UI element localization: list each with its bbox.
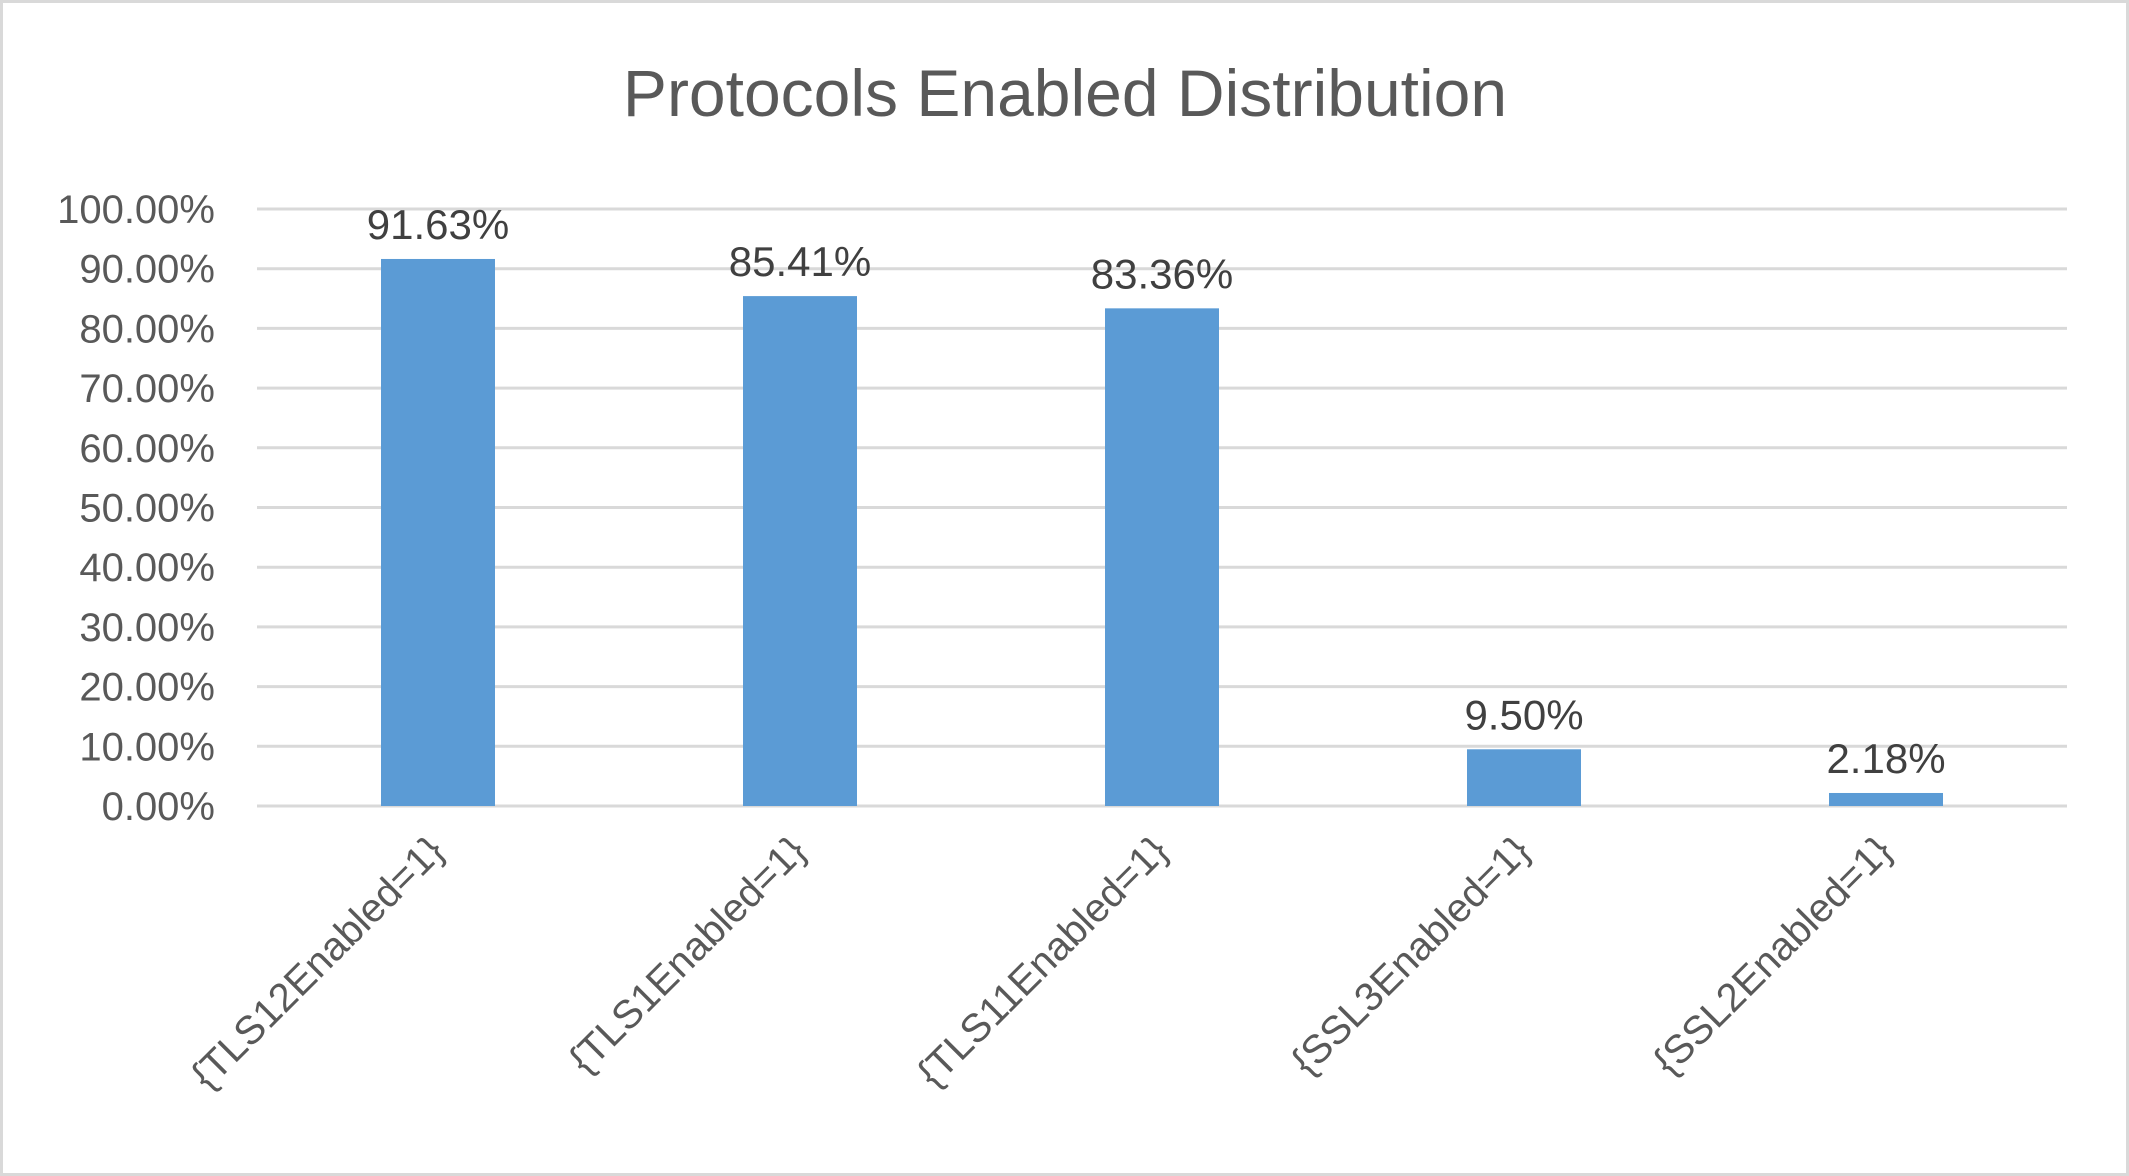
y-tick-label: 50.00% <box>79 487 215 531</box>
data-label: 91.63% <box>367 201 509 248</box>
bar <box>381 258 495 807</box>
category-label: {SSL3Enabled=1} <box>1283 828 1538 1083</box>
y-tick-label: 20.00% <box>79 666 215 710</box>
y-tick-label: 60.00% <box>79 427 215 471</box>
bars <box>381 258 1943 807</box>
bar <box>1467 749 1581 806</box>
y-tick-label: 100.00% <box>57 188 215 232</box>
category-label: {TLS12Enabled=1} <box>183 828 452 1097</box>
bar <box>743 296 857 806</box>
data-label: 85.41% <box>729 238 871 285</box>
category-label: {SSL2Enabled=1} <box>1645 828 1900 1083</box>
data-label: 9.50% <box>1464 691 1583 738</box>
bar <box>1829 792 1943 806</box>
y-tick-label: 10.00% <box>79 725 215 769</box>
bar-chart: Protocols Enabled Distribution 0.00% 10.0… <box>57 56 2067 1098</box>
data-label: 83.36% <box>1091 250 1233 297</box>
bar <box>1105 308 1219 806</box>
category-label: {TLS11Enabled=1} <box>909 828 1176 1095</box>
y-tick-label: 90.00% <box>79 248 215 292</box>
category-label: {TLS1Enabled=1} <box>561 828 815 1082</box>
data-label: 2.18% <box>1826 735 1945 782</box>
chart-title: Protocols Enabled Distribution <box>623 56 1507 130</box>
y-tick-label: 80.00% <box>79 307 215 351</box>
y-tick-label: 40.00% <box>79 546 215 590</box>
x-axis-category-labels: {TLS12Enabled=1} {TLS1Enabled=1} {TLS11Ena… <box>183 828 1900 1097</box>
y-axis-tick-labels: 0.00% 10.00% 20.00% 30.00% 40.00% 50.00% 60.00… <box>57 188 215 829</box>
data-labels: 91.63% 85.41% 83.36% 9.50% 2.18% <box>367 201 1946 782</box>
y-tick-label: 0.00% <box>102 785 215 829</box>
y-tick-label: 30.00% <box>79 606 215 650</box>
y-tick-label: 70.00% <box>79 367 215 411</box>
